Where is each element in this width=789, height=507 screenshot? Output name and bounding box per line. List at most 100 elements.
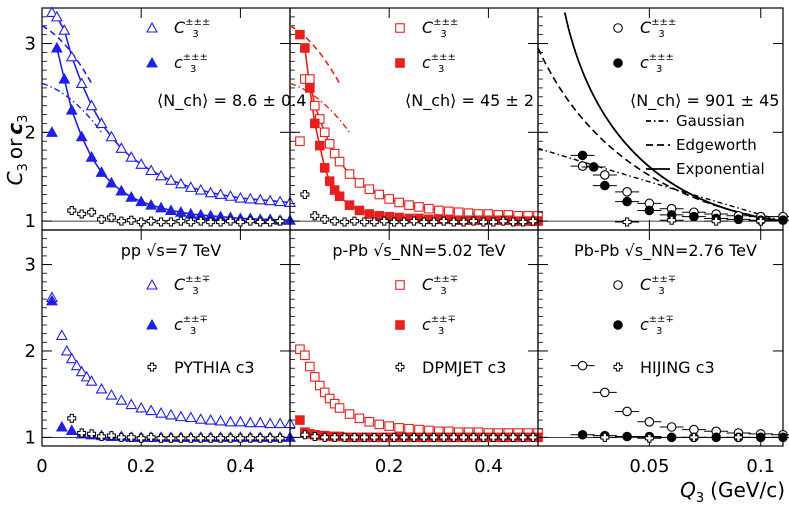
series-hijing-c3 [592, 432, 751, 443]
data-point-marker [600, 387, 610, 398]
legend-label-gaussian: Gaussian [676, 112, 745, 130]
data-point-marker [389, 217, 399, 227]
fit-curve-exponential [304, 78, 538, 217]
data-point-marker [600, 170, 610, 180]
collision-energy-label: Pb-Pb √s_NN=2.76 TeV [574, 241, 757, 261]
data-point-marker [528, 216, 538, 226]
data-point-marker [613, 320, 623, 330]
data-point-marker [324, 139, 335, 149]
data-point-marker [395, 58, 405, 68]
data-point-marker [429, 217, 439, 227]
data-point-marker [115, 184, 128, 196]
fit-curve-exponential [563, 12, 784, 223]
data-point-marker [135, 195, 148, 207]
model-legend-label: PYTHIA c3 [174, 358, 255, 377]
data-point-marker [95, 382, 108, 394]
data-point-marker [146, 432, 156, 442]
data-point-marker [395, 280, 405, 290]
data-point-marker [155, 201, 167, 213]
data-point-marker [320, 432, 330, 442]
data-point-marker [125, 191, 138, 202]
data-point-marker [234, 191, 247, 203]
data-point-marker [174, 177, 187, 189]
data-point-marker [498, 216, 508, 226]
data-point-marker [115, 394, 128, 405]
data-point-marker [324, 176, 335, 186]
data-point-marker [329, 148, 340, 159]
data-point-marker [309, 118, 320, 129]
panel-frame [41, 7, 291, 231]
y-tick-label: 1 [25, 427, 36, 448]
data-point-marker [216, 217, 226, 227]
data-point-marker [733, 214, 744, 225]
data-point-marker [97, 214, 107, 224]
data-point-marker [374, 210, 385, 221]
data-point-marker [244, 192, 257, 204]
data-point-marker [588, 162, 599, 172]
data-point-marker [145, 404, 158, 416]
series-dpmjet-c3 [300, 430, 538, 442]
series-c3-mixed-charge [45, 294, 296, 442]
data-point-marker [234, 415, 247, 427]
multiplicity-label: ⟨N_ch⟩ = 8.6 ± 0.4 [157, 91, 306, 111]
multiplicity-label: ⟨N_ch⟩ = 901 ± 45 [630, 91, 779, 111]
data-point-marker [399, 432, 409, 442]
data-point-marker [85, 375, 98, 386]
data-point-marker [349, 432, 359, 442]
series-pythia-c3 [67, 413, 285, 443]
data-point-marker [125, 398, 138, 410]
data-point-marker [275, 216, 285, 226]
data-point-marker [330, 216, 340, 226]
x-axis-title: Q3 (GeV/c) [680, 478, 785, 506]
data-point-marker [116, 432, 126, 442]
data-point-marker [334, 403, 345, 413]
data-point-marker [65, 352, 78, 364]
model-legend-label: DPMJET c3 [422, 358, 506, 377]
data-point-marker [156, 217, 166, 227]
data-point-marker [324, 393, 335, 404]
data-point-marker [225, 433, 235, 443]
data-point-marker [644, 433, 654, 443]
data-point-marker [518, 432, 528, 442]
data-point-marker [334, 191, 345, 202]
data-point-marker [146, 216, 156, 226]
x-tick-label: 0.4 [226, 456, 255, 477]
data-point-marker [404, 423, 414, 434]
data-point-marker [319, 127, 330, 138]
data-point-marker [429, 432, 439, 442]
data-point-marker [449, 217, 459, 227]
series-c3-mixed-charge [45, 291, 296, 429]
legend-label-edgeworth: Edgeworth [676, 136, 757, 154]
data-point-marker [309, 100, 320, 111]
data-point-marker [419, 432, 429, 442]
data-point-marker [235, 217, 245, 227]
data-point-marker [166, 433, 176, 443]
data-point-marker [244, 416, 257, 428]
data-point-marker [778, 215, 788, 226]
data-point-marker [644, 417, 655, 427]
data-point-marker [334, 156, 345, 167]
data-point-marker [498, 432, 508, 442]
data-point-marker [518, 217, 528, 227]
data-point-marker [622, 217, 632, 227]
data-point-marker [106, 213, 116, 223]
data-point-marker [374, 189, 385, 200]
data-point-marker [165, 408, 177, 420]
data-point-marker [394, 197, 404, 208]
legend-label: C±±± 3 [422, 17, 458, 40]
data-point-marker [58, 24, 71, 35]
data-point-marker [45, 6, 58, 17]
data-point-marker [755, 432, 766, 443]
data-point-marker [667, 215, 677, 225]
data-point-marker [622, 196, 632, 207]
data-point-marker [310, 211, 320, 221]
data-point-marker [115, 142, 128, 153]
data-point-marker [245, 433, 255, 443]
data-point-marker [204, 413, 217, 425]
legend-label: C±±∓ 3 [640, 274, 676, 297]
y-tick-label: 3 [25, 255, 36, 276]
data-point-marker [235, 433, 245, 443]
data-point-marker [135, 158, 148, 169]
data-point-marker [300, 430, 310, 440]
data-point-marker [214, 188, 227, 200]
